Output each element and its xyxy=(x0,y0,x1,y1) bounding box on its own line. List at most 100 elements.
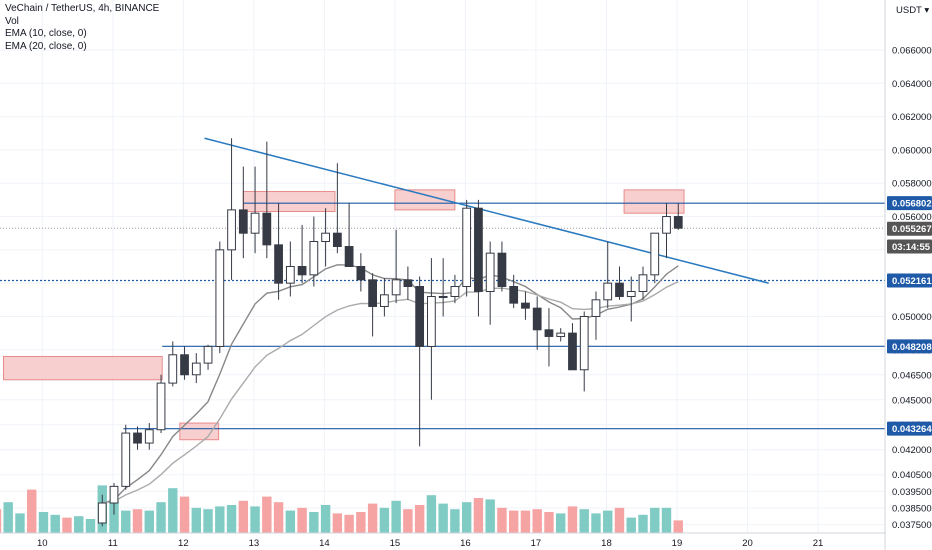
volume-bar xyxy=(638,514,648,533)
volume-bar xyxy=(497,507,507,533)
candle-body[interactable] xyxy=(144,429,154,444)
volume-bar xyxy=(3,502,13,533)
supply-demand-zone[interactable] xyxy=(3,355,163,381)
candle-body[interactable] xyxy=(615,282,624,297)
volume-bar xyxy=(179,496,190,533)
candle-body[interactable] xyxy=(462,207,472,287)
volume-bar xyxy=(450,509,460,533)
candle-body[interactable] xyxy=(485,252,495,292)
candle-body[interactable] xyxy=(450,285,460,297)
candle-body[interactable] xyxy=(438,295,448,298)
candle-body[interactable] xyxy=(356,266,366,281)
candle-body[interactable] xyxy=(215,249,225,347)
price-tag[interactable] xyxy=(887,339,932,354)
candle-body[interactable] xyxy=(156,382,166,431)
volume-bar xyxy=(379,507,390,533)
currency-label[interactable]: USDT ▾ xyxy=(896,5,929,16)
candle-body[interactable] xyxy=(556,332,566,337)
volume-bar xyxy=(614,507,625,533)
volume-bar xyxy=(273,502,284,533)
candle-body[interactable] xyxy=(121,432,131,487)
candle-body[interactable] xyxy=(673,216,683,229)
price-tick-label: 0.056000 xyxy=(892,212,932,223)
candle-body[interactable] xyxy=(391,279,401,296)
volume-bar xyxy=(426,495,437,533)
candle-body[interactable] xyxy=(180,354,189,376)
candle-body[interactable] xyxy=(227,209,236,251)
candle-body[interactable] xyxy=(285,266,295,284)
candle-body[interactable] xyxy=(650,232,660,276)
time-tick-label: 21 xyxy=(813,538,824,549)
volume-bar xyxy=(132,509,143,533)
volume-bar xyxy=(62,517,72,533)
time-tick-label: 14 xyxy=(319,538,330,549)
candle-body[interactable] xyxy=(133,432,142,444)
candle-body[interactable] xyxy=(203,345,213,364)
candle-body[interactable] xyxy=(662,216,671,234)
volume-bar xyxy=(74,516,84,533)
candle-body[interactable] xyxy=(250,212,260,234)
candle-body[interactable] xyxy=(168,354,178,384)
candle-body[interactable] xyxy=(427,295,436,347)
chart-legend: VeChain / TetherUS, 4h, BINANCE Vol EMA … xyxy=(5,3,159,53)
time-tick-label: 20 xyxy=(742,538,753,549)
price-tick-label: 0.046500 xyxy=(892,370,932,381)
candle-body[interactable] xyxy=(603,282,613,301)
time-tick-label: 11 xyxy=(108,538,118,549)
candle-body[interactable] xyxy=(626,290,636,297)
volume-bar xyxy=(0,509,2,533)
volume-bar xyxy=(650,507,660,533)
time-tick-label: 19 xyxy=(672,538,683,549)
volume-bar xyxy=(15,513,25,533)
descending-trendline[interactable] xyxy=(204,137,769,284)
candle-body[interactable] xyxy=(97,502,107,524)
candle-body[interactable] xyxy=(379,294,389,307)
price-tag[interactable] xyxy=(887,221,932,236)
candle-body[interactable] xyxy=(497,252,507,287)
price-tag[interactable] xyxy=(887,196,932,211)
candle-body[interactable] xyxy=(274,244,283,284)
candle-body[interactable] xyxy=(262,212,272,246)
candle-body[interactable] xyxy=(638,274,648,292)
price-tag[interactable] xyxy=(887,273,932,288)
volume-bar xyxy=(603,510,613,533)
candle-body[interactable] xyxy=(403,279,413,287)
supply-demand-zone[interactable] xyxy=(623,189,685,214)
candle-body[interactable] xyxy=(332,232,342,248)
price-tag[interactable] xyxy=(887,421,932,436)
candle-body[interactable] xyxy=(415,285,425,347)
volume-bar xyxy=(297,507,307,533)
time-tick-label: 15 xyxy=(390,538,401,549)
candle-body[interactable] xyxy=(568,332,577,371)
supply-demand-zone[interactable] xyxy=(179,422,220,441)
candle-body[interactable] xyxy=(238,209,248,234)
supply-demand-zone[interactable] xyxy=(242,191,336,213)
price-tag-label: 0.043264 xyxy=(892,424,932,435)
candle-body[interactable] xyxy=(109,485,119,504)
candle-body[interactable] xyxy=(309,241,319,276)
legend-vol: Vol xyxy=(5,15,19,27)
price-tick-label: 0.037500 xyxy=(892,520,932,531)
candle-body[interactable] xyxy=(579,315,589,371)
candle-body[interactable] xyxy=(509,285,519,304)
candle-body[interactable] xyxy=(544,329,554,337)
volume-bar xyxy=(332,513,343,533)
candle-body[interactable] xyxy=(297,266,307,276)
price-tag[interactable] xyxy=(887,239,932,254)
legend-title: VeChain / TetherUS, 4h, BINANCE xyxy=(5,3,160,14)
candle-body[interactable] xyxy=(532,307,542,331)
candle-body[interactable] xyxy=(521,302,530,309)
volume-bar xyxy=(438,503,448,533)
candle-body[interactable] xyxy=(344,246,354,267)
candle-body[interactable] xyxy=(368,279,378,307)
supply-demand-zone[interactable] xyxy=(394,189,456,211)
volume-bar xyxy=(168,488,178,533)
candle-body[interactable] xyxy=(321,232,330,243)
candle-body[interactable] xyxy=(474,207,483,292)
volume-bar xyxy=(309,512,319,533)
candle-body[interactable] xyxy=(191,362,201,376)
candle-body[interactable] xyxy=(591,299,601,317)
volume-bar xyxy=(508,510,519,533)
volume-bar xyxy=(320,505,331,533)
